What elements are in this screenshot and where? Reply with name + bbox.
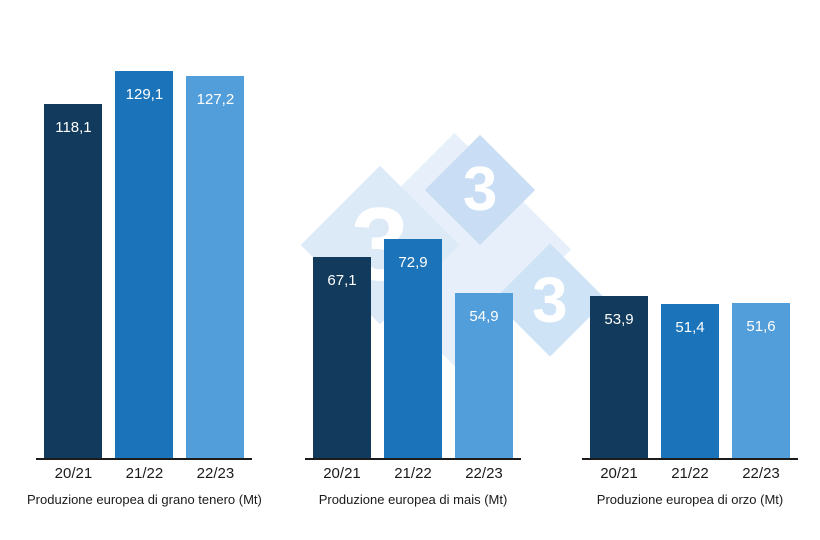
group-caption: Produzione europea di grano tenero (Mt) (27, 492, 262, 507)
bar-value-label: 72,9 (398, 254, 428, 271)
ticks-row: 20/21 21/22 22/23 (305, 465, 521, 482)
bar-value-label: 54,9 (469, 308, 499, 325)
bar-value-label: 51,4 (675, 319, 705, 336)
bar-value-label: 51,6 (746, 318, 776, 335)
tick-label: 22/23 (742, 465, 780, 482)
bar-group: 118,1 129,1 127,2 20/21 21/22 22/23 Produzione… (27, 71, 262, 540)
bar-value-label: 127,2 (196, 91, 235, 108)
tick-label: 21/22 (394, 465, 432, 482)
bar: 54,9 (455, 293, 513, 458)
tick-label: 20/21 (323, 465, 361, 482)
bar-group: 53,9 51,4 51,6 20/21 21/22 22/23 Produzione eu… (582, 296, 798, 540)
bar-value-label: 129,1 (125, 86, 164, 103)
bars-row: 67,1 72,9 54,9 (305, 239, 521, 460)
bar: 53,9 (590, 296, 648, 458)
bars-row: 118,1 129,1 127,2 (36, 71, 253, 460)
bar-value-label: 53,9 (604, 311, 634, 328)
tick-label: 20/21 (54, 465, 93, 482)
tick-label: 21/22 (125, 465, 164, 482)
bar: 118,1 (44, 104, 103, 458)
tick-label: 20/21 (600, 465, 638, 482)
tick-label: 22/23 (465, 465, 503, 482)
bar-group: 67,1 72,9 54,9 20/21 21/22 22/23 Produzione eu… (305, 239, 521, 540)
tick-label: 21/22 (671, 465, 709, 482)
group-caption: Produzione europea di orzo (Mt) (596, 492, 784, 507)
bar-value-label: 67,1 (327, 272, 357, 289)
group-caption: Produzione europea di mais (Mt) (318, 492, 508, 507)
bar: 72,9 (384, 239, 442, 458)
bar: 51,4 (661, 304, 719, 458)
ticks-row: 20/21 21/22 22/23 (582, 465, 798, 482)
bar: 127,2 (186, 76, 245, 458)
tick-label: 22/23 (196, 465, 235, 482)
ticks-row: 20/21 21/22 22/23 (36, 465, 252, 482)
bar: 129,1 (115, 71, 174, 458)
bar: 51,6 (732, 303, 790, 458)
bars-row: 53,9 51,4 51,6 (582, 296, 798, 460)
bar: 67,1 (313, 257, 371, 458)
bar-value-label: 118,1 (55, 119, 92, 136)
